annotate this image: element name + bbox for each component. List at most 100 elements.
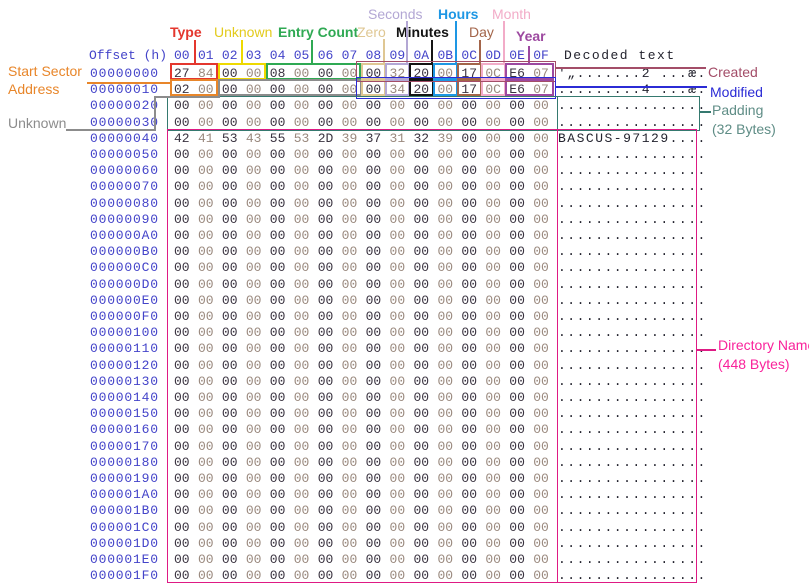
byte-cell[interactable]: 00 bbox=[197, 292, 214, 308]
byte-cell[interactable]: 00 bbox=[365, 114, 382, 130]
byte-cell[interactable]: 00 bbox=[293, 228, 310, 243]
byte-cell[interactable]: 00 bbox=[485, 552, 501, 567]
byte-cell[interactable]: 00 bbox=[221, 292, 238, 308]
byte-cell[interactable]: 00 bbox=[365, 487, 382, 503]
byte-cell[interactable]: 00 bbox=[485, 163, 501, 179]
byte-cell[interactable]: 00 bbox=[269, 98, 286, 114]
byte-cell[interactable]: 00 bbox=[389, 179, 406, 195]
byte-cell[interactable]: 00 bbox=[365, 82, 382, 98]
byte-cell[interactable]: 00 bbox=[365, 422, 382, 438]
byte-cell[interactable]: 00 bbox=[437, 244, 454, 260]
byte-cell[interactable]: 00 bbox=[221, 438, 238, 454]
byte-cell[interactable]: 00 bbox=[509, 163, 525, 179]
byte-cell[interactable]: 00 bbox=[269, 244, 286, 260]
decoded-cell[interactable]: ................ bbox=[558, 276, 707, 292]
byte-cell[interactable]: 00 bbox=[317, 390, 334, 405]
byte-cell[interactable]: 00 bbox=[509, 195, 525, 211]
byte-cell[interactable]: 00 bbox=[341, 471, 358, 486]
byte-cell[interactable]: 55 bbox=[269, 130, 286, 146]
byte-cell[interactable]: 00 bbox=[174, 228, 190, 243]
byte-cell[interactable]: 00 bbox=[413, 552, 430, 567]
byte-cell[interactable]: 00 bbox=[197, 114, 214, 130]
byte-cell[interactable]: 00 bbox=[437, 228, 454, 243]
byte-cell[interactable]: 00 bbox=[197, 535, 214, 551]
byte-cell[interactable]: 00 bbox=[197, 503, 214, 519]
byte-cell[interactable]: 00 bbox=[389, 228, 406, 243]
byte-cell[interactable]: 00 bbox=[485, 114, 501, 130]
byte-cell[interactable]: 00 bbox=[341, 98, 358, 114]
byte-cell[interactable]: 00 bbox=[461, 147, 477, 162]
byte-cell[interactable]: 00 bbox=[174, 325, 190, 341]
byte-cell[interactable]: 00 bbox=[174, 309, 190, 324]
decoded-cell[interactable]: ................ bbox=[558, 552, 707, 567]
byte-cell[interactable]: 00 bbox=[485, 130, 501, 146]
byte-cell[interactable]: 00 bbox=[437, 325, 454, 341]
decoded-cell[interactable]: ................ bbox=[558, 487, 707, 503]
byte-cell[interactable]: 00 bbox=[174, 357, 190, 373]
byte-cell[interactable]: 00 bbox=[461, 244, 477, 260]
decoded-cell[interactable]: ................ bbox=[558, 179, 707, 195]
decoded-cell[interactable]: ................ bbox=[558, 163, 707, 179]
byte-cell[interactable]: 00 bbox=[221, 179, 238, 195]
byte-cell[interactable]: 00 bbox=[174, 487, 190, 503]
byte-cell[interactable]: 00 bbox=[389, 98, 406, 114]
byte-cell[interactable]: 00 bbox=[437, 568, 454, 584]
byte-cell[interactable]: 00 bbox=[461, 438, 477, 454]
byte-cell[interactable]: 00 bbox=[509, 373, 525, 389]
byte-cell[interactable]: 00 bbox=[509, 228, 525, 243]
byte-cell[interactable]: 00 bbox=[341, 211, 358, 227]
byte-cell[interactable]: 00 bbox=[293, 179, 310, 195]
byte-cell[interactable]: 00 bbox=[533, 179, 549, 195]
byte-cell[interactable]: 00 bbox=[509, 211, 525, 227]
byte-cell[interactable]: 00 bbox=[437, 519, 454, 535]
byte-cell[interactable]: 00 bbox=[293, 454, 310, 470]
byte-cell[interactable]: 00 bbox=[341, 422, 358, 438]
byte-cell[interactable]: 00 bbox=[293, 244, 310, 260]
byte-cell[interactable]: 00 bbox=[221, 325, 238, 341]
byte-cell[interactable]: 00 bbox=[221, 147, 238, 162]
byte-cell[interactable]: 00 bbox=[269, 373, 286, 389]
byte-cell[interactable]: 07 bbox=[533, 82, 549, 98]
byte-cell[interactable]: 00 bbox=[509, 260, 525, 276]
byte-cell[interactable]: 00 bbox=[341, 519, 358, 535]
byte-cell[interactable]: 00 bbox=[245, 519, 262, 535]
byte-cell[interactable]: 00 bbox=[269, 260, 286, 276]
byte-cell[interactable]: 00 bbox=[293, 276, 310, 292]
byte-cell[interactable]: 00 bbox=[269, 552, 286, 567]
byte-cell[interactable]: 00 bbox=[174, 163, 190, 179]
decoded-cell[interactable]: ................ bbox=[558, 406, 707, 422]
byte-cell[interactable]: 00 bbox=[341, 82, 358, 98]
byte-cell[interactable]: 00 bbox=[461, 487, 477, 503]
byte-cell[interactable]: 00 bbox=[341, 341, 358, 357]
byte-cell[interactable]: 00 bbox=[365, 276, 382, 292]
byte-cell[interactable]: 00 bbox=[221, 244, 238, 260]
byte-cell[interactable]: 00 bbox=[389, 309, 406, 324]
byte-cell[interactable]: 00 bbox=[293, 195, 310, 211]
byte-cell[interactable]: 00 bbox=[485, 406, 501, 422]
byte-cell[interactable]: 00 bbox=[413, 390, 430, 405]
byte-cell[interactable]: 00 bbox=[509, 147, 525, 162]
decoded-cell[interactable]: ................ bbox=[558, 438, 707, 454]
byte-cell[interactable]: 00 bbox=[413, 195, 430, 211]
byte-cell[interactable]: 00 bbox=[485, 325, 501, 341]
byte-cell[interactable]: 00 bbox=[485, 487, 501, 503]
byte-cell[interactable]: 34 bbox=[389, 82, 406, 98]
byte-cell[interactable]: 00 bbox=[533, 422, 549, 438]
byte-cell[interactable]: 00 bbox=[197, 244, 214, 260]
byte-cell[interactable]: 00 bbox=[317, 325, 334, 341]
byte-cell[interactable]: 00 bbox=[174, 422, 190, 438]
byte-cell[interactable]: 00 bbox=[485, 357, 501, 373]
byte-cell[interactable]: 00 bbox=[174, 114, 190, 130]
byte-cell[interactable]: 00 bbox=[341, 552, 358, 567]
byte-cell[interactable]: 00 bbox=[245, 454, 262, 470]
byte-cell[interactable]: 00 bbox=[485, 438, 501, 454]
byte-cell[interactable]: 00 bbox=[461, 325, 477, 341]
byte-cell[interactable]: 00 bbox=[437, 179, 454, 195]
byte-cell[interactable]: 00 bbox=[365, 163, 382, 179]
byte-cell[interactable]: 00 bbox=[269, 422, 286, 438]
byte-cell[interactable]: 00 bbox=[365, 406, 382, 422]
byte-cell[interactable]: 00 bbox=[365, 373, 382, 389]
byte-cell[interactable]: 00 bbox=[389, 487, 406, 503]
decoded-cell[interactable]: ................ bbox=[558, 422, 707, 438]
byte-cell[interactable]: 27 bbox=[174, 66, 190, 81]
